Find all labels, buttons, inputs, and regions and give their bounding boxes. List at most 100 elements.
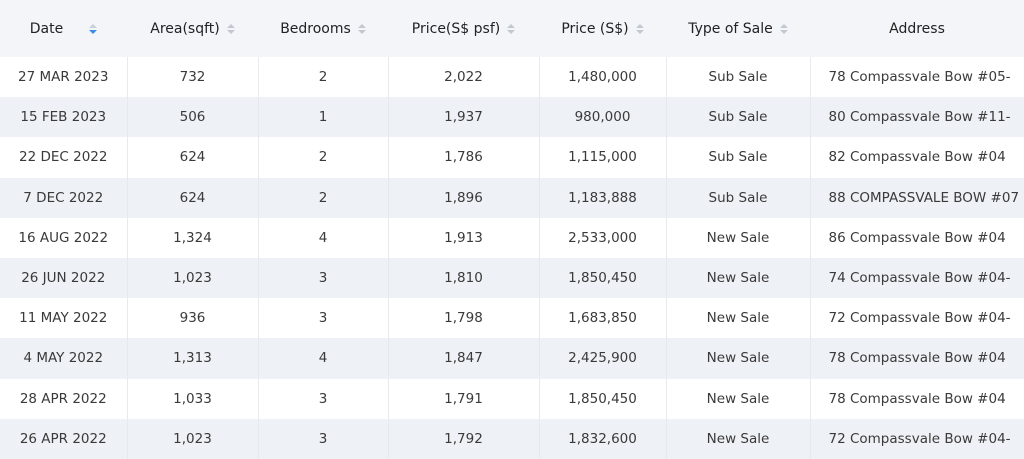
sort-icon[interactable]	[635, 23, 644, 35]
table-row[interactable]: 7 DEC 2022 624 2 1,896 1,183,888 Sub Sale 88 C…	[0, 177, 1024, 218]
table-cell: 1,115,000	[539, 137, 667, 178]
table-cell: 1,183,888	[539, 177, 667, 218]
table-cell: 78 Compassvale Bow #04	[810, 338, 1024, 379]
table-cell: 624	[127, 137, 259, 178]
table-cell: 1,480,000	[539, 57, 667, 98]
sort-icon[interactable]	[507, 23, 516, 35]
header-label: Area(sqft)	[150, 20, 220, 37]
header-label: Bedrooms	[280, 20, 351, 37]
table-cell: 1	[258, 97, 389, 138]
table-cell: 82 Compassvale Bow #04	[828, 149, 1006, 166]
table-cell: 3	[258, 257, 389, 299]
table-cell: Sub Sale	[666, 137, 811, 178]
table-row[interactable]: 16 AUG 2022 1,324 4 1,913 2,533,000 New Sale 8…	[0, 217, 1024, 258]
sort-icon[interactable]	[226, 23, 235, 35]
table-cell: 1,023	[127, 418, 259, 459]
table-row[interactable]: 22 DEC 2022 624 2 1,786 1,115,000 Sub Sale 82 …	[0, 137, 1024, 178]
table-cell: New Sale	[666, 378, 811, 419]
table-cell: 72 Compassvale Bow #04-	[828, 310, 1011, 327]
table-cell: 936	[127, 298, 259, 339]
table-cell: 27 MAR 2023	[0, 57, 128, 98]
table-cell: 88 COMPASSVALE BOW #07	[810, 177, 1024, 218]
table-body: 27 MAR 2023 732 2 2,022 1,480,000 Sub Sale 78 …	[0, 57, 1024, 459]
table-row[interactable]: 15 FEB 2023 506 1 1,937 980,000 Sub Sale 80 Co…	[0, 97, 1024, 138]
table-cell: 1,896	[388, 177, 540, 218]
table-cell: 4	[258, 217, 389, 258]
table-cell: 1,810	[388, 257, 540, 299]
table-row[interactable]: 11 MAY 2022 936 3 1,798 1,683,850 New Sale 72 …	[0, 298, 1024, 339]
table-cell: 1,850,450	[539, 257, 667, 299]
table-cell: 16 AUG 2022	[0, 217, 128, 258]
table-cell: 2	[258, 137, 389, 178]
table-cell: 74 Compassvale Bow #04-	[810, 257, 1024, 299]
table-cell: 1,023	[127, 257, 259, 299]
table-cell: 1,913	[388, 217, 540, 258]
table-cell: 1,786	[388, 137, 540, 178]
table-cell: Sub Sale	[666, 57, 811, 98]
table-cell: 80 Compassvale Bow #11-	[810, 97, 1024, 138]
table-cell: 7 DEC 2022	[0, 177, 128, 218]
table-cell: 1,683,850	[539, 298, 667, 339]
header-label: Address	[889, 20, 945, 37]
header-label: Price (S$)	[561, 20, 629, 37]
table-cell: 11 MAY 2022	[0, 298, 128, 339]
table-cell: 1,791	[388, 378, 540, 419]
table-cell: 4	[258, 338, 389, 379]
table-row[interactable]: 28 APR 2022 1,033 3 1,791 1,850,450 New Sale 7…	[0, 378, 1024, 419]
table-cell: 26 APR 2022	[0, 418, 128, 459]
header-label: Type of Sale	[688, 20, 773, 37]
table-cell: New Sale	[666, 418, 811, 459]
column-header[interactable]: Date	[0, 0, 127, 57]
table-row[interactable]: 4 MAY 2022 1,313 4 1,847 2,425,900 New Sale 78…	[0, 338, 1024, 379]
sort-icon[interactable]	[357, 23, 366, 35]
table-cell: 1,033	[127, 378, 259, 419]
sort-icon[interactable]	[779, 23, 788, 35]
table-cell: 1,324	[127, 217, 259, 258]
table-cell: 72 Compassvale Bow #04-	[810, 418, 1024, 459]
table-cell: 1,850,450	[539, 378, 667, 419]
table-cell: Sub Sale	[666, 177, 811, 218]
header-row: Date Area(sqft) Bedrooms Price(S$ psf) Price…	[0, 0, 1024, 57]
table-cell: 26 JUN 2022	[0, 257, 128, 299]
table-cell: 2	[258, 177, 389, 218]
table-cell: 86 Compassvale Bow #04	[828, 229, 1006, 246]
table-cell: 15 FEB 2023	[0, 97, 128, 138]
table-cell: 2,425,900	[539, 338, 667, 379]
table-cell: 1,832,600	[539, 418, 667, 459]
sort-icon[interactable]	[89, 23, 98, 35]
header-label: Price(S$ psf)	[411, 20, 501, 37]
table-cell: 980,000	[539, 97, 667, 138]
table-cell: New Sale	[666, 217, 811, 258]
table-cell: 506	[127, 97, 259, 138]
table-cell: Sub Sale	[666, 97, 811, 138]
column-header[interactable]: Price (S$)	[539, 0, 666, 57]
table-row[interactable]: 27 MAR 2023 732 2 2,022 1,480,000 Sub Sale 78 …	[0, 57, 1024, 98]
table-cell: 1,847	[388, 338, 540, 379]
table-row[interactable]: 26 APR 2022 1,023 3 1,792 1,832,600 New Sale 7…	[0, 418, 1024, 459]
table-cell: 732	[127, 57, 259, 98]
table-cell: New Sale	[666, 257, 811, 299]
header-label: Date	[29, 20, 64, 37]
table-cell: 624	[127, 177, 259, 218]
table-cell: 1,313	[127, 338, 259, 379]
column-header[interactable]: Bedrooms	[258, 0, 388, 57]
table-cell: 3	[258, 418, 389, 459]
table-cell: 3	[258, 378, 389, 419]
table-cell: 4 MAY 2022	[0, 338, 128, 379]
column-header[interactable]: Address	[810, 0, 1024, 57]
column-header[interactable]: Price(S$ psf)	[388, 0, 539, 57]
table-cell: 2,022	[388, 57, 540, 98]
table-cell: New Sale	[666, 298, 811, 339]
table-cell: 28 APR 2022	[0, 378, 128, 419]
column-header[interactable]: Area(sqft)	[127, 0, 258, 57]
table-row[interactable]: 26 JUN 2022 1,023 3 1,810 1,850,450 New Sale 7…	[0, 257, 1024, 299]
table-cell: 1,937	[388, 97, 540, 138]
table-cell: 1,798	[388, 298, 540, 339]
table-cell: 2,533,000	[539, 217, 667, 258]
table-cell: 1,792	[388, 418, 540, 459]
table-cell: 78 Compassvale Bow #05-	[828, 69, 1011, 86]
table-cell: 78 Compassvale Bow #04	[828, 390, 1006, 407]
column-header[interactable]: Type of Sale	[666, 0, 810, 57]
